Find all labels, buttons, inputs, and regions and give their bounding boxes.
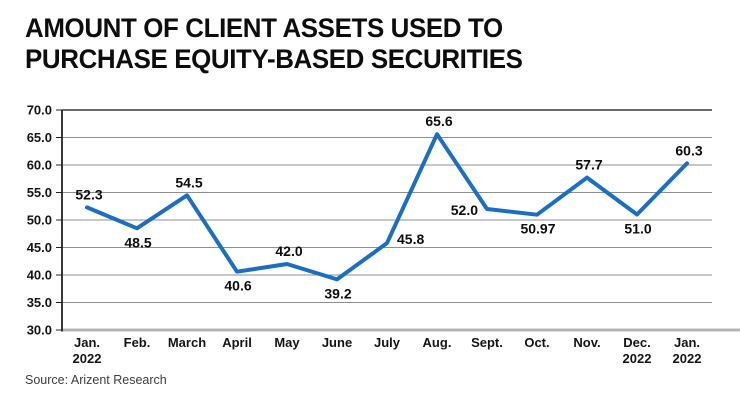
data-point-label: 54.5 (175, 174, 202, 190)
x-axis-label: Aug. (423, 335, 452, 350)
x-axis-label: 2022 (73, 351, 102, 366)
x-axis-label: May (274, 335, 300, 350)
data-point-label: 48.5 (124, 234, 151, 250)
data-point-label: 40.6 (224, 278, 251, 294)
x-axis-label: March (168, 335, 206, 350)
data-point-label: 57.7 (575, 157, 602, 173)
y-axis-label: 65.0 (27, 130, 52, 145)
x-axis-label: Jan. (674, 335, 700, 350)
data-point-label: 50.97 (520, 221, 555, 237)
y-axis-label: 35.0 (27, 295, 52, 310)
y-axis-label: 50.0 (27, 213, 52, 228)
x-axis-label: 2022 (673, 351, 702, 366)
source-attribution: Source: Arizent Research (25, 373, 167, 387)
x-axis-label: Oct. (524, 335, 549, 350)
data-point-label: 52.3 (75, 186, 102, 202)
data-series-line (85, 132, 689, 282)
x-axis-label: 2022 (623, 351, 652, 366)
data-point-label: 39.2 (324, 285, 351, 301)
x-axis-label: Dec. (623, 335, 650, 350)
x-axis-label: Jan. (74, 335, 100, 350)
x-axis-label: April (222, 335, 252, 350)
y-axis-label: 40.0 (27, 268, 52, 283)
data-point-label: 42.0 (275, 243, 302, 259)
y-axis-label: 30.0 (27, 323, 52, 338)
x-axis-label: July (374, 335, 401, 350)
x-axis-label: June (322, 335, 352, 350)
y-axis-label: 70.0 (27, 103, 52, 118)
x-axis-label: Nov. (573, 335, 600, 350)
chart-title: AMOUNT OF CLIENT ASSETS USED TO PURCHASE… (25, 13, 523, 74)
data-point-label: 65.6 (425, 113, 452, 129)
x-axis-label: Feb. (124, 335, 151, 350)
data-point-label: 51.0 (624, 221, 651, 237)
data-point-label: 52.0 (451, 202, 478, 218)
y-axis-label: 60.0 (27, 158, 52, 173)
data-point-label: 60.3 (675, 142, 702, 158)
x-axis-label: Sept. (471, 335, 503, 350)
y-axis-label: 45.0 (27, 240, 52, 255)
y-axis-label: 55.0 (27, 185, 52, 200)
data-point-label: 45.8 (397, 231, 424, 247)
